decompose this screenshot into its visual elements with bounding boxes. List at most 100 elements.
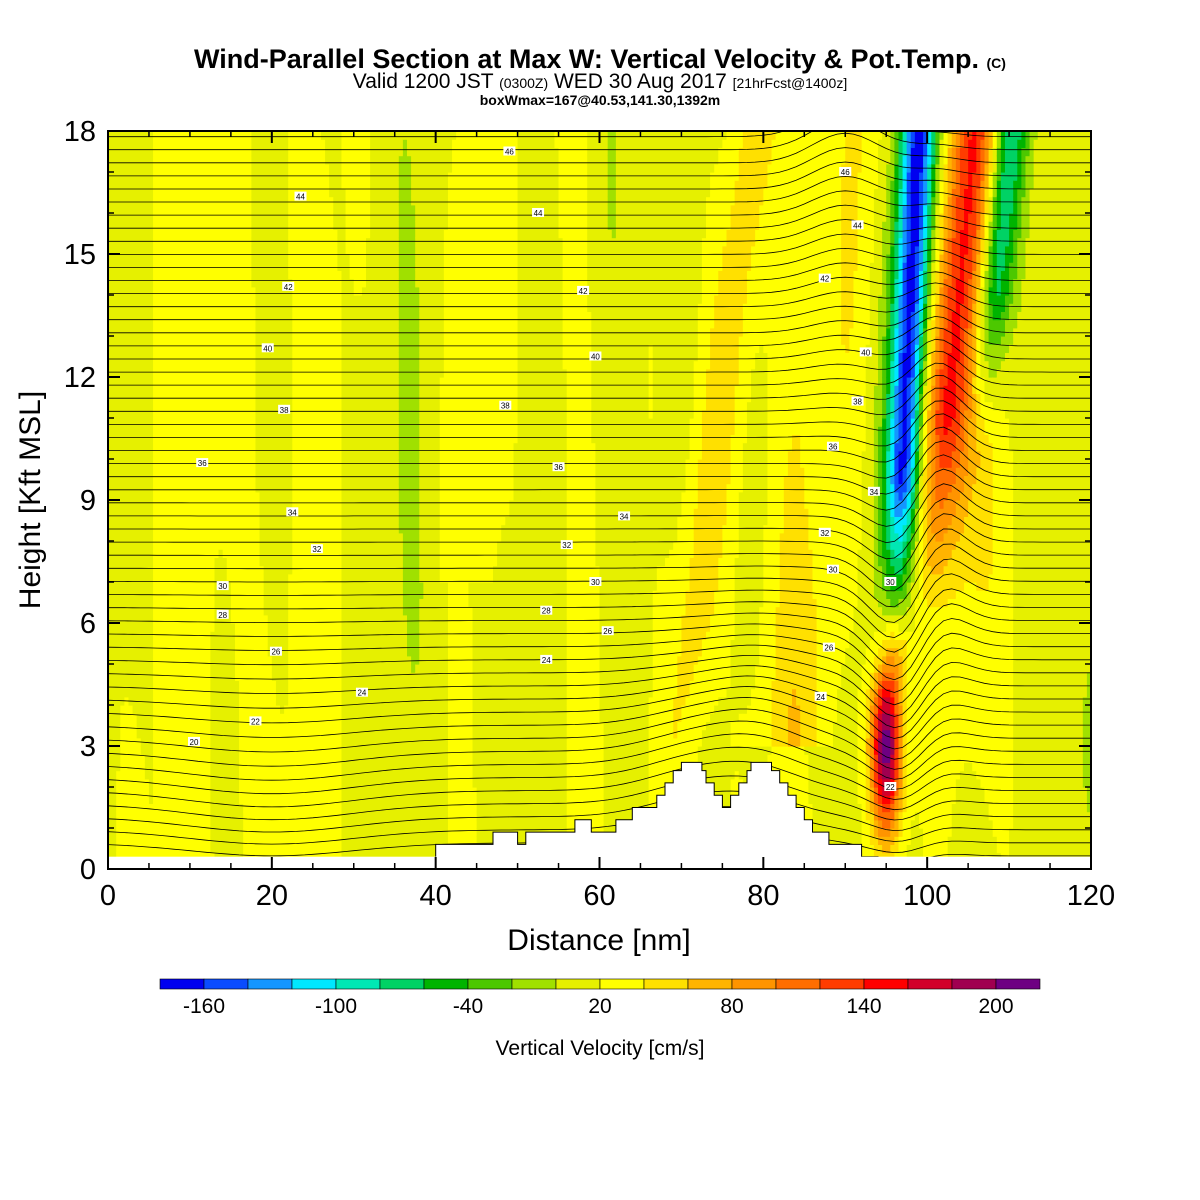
velocity-field bbox=[108, 131, 1091, 869]
isentrope-label: 42 bbox=[579, 287, 588, 296]
isentrope-line bbox=[108, 271, 1091, 294]
isentrope-line bbox=[108, 686, 1091, 750]
isentrope-label: 22 bbox=[251, 717, 260, 726]
isentrope-label: 24 bbox=[542, 656, 551, 665]
isentrope-line bbox=[108, 90, 1091, 124]
isentrope-line bbox=[108, 543, 1091, 608]
colorbar-swatch bbox=[599, 978, 645, 990]
isentrope-label-bg bbox=[503, 146, 516, 156]
colorbar-tick-label: 140 bbox=[846, 995, 881, 1018]
isentrope-line bbox=[108, 618, 1091, 681]
colorbar-swatch bbox=[379, 978, 425, 990]
isentrope-label: 24 bbox=[357, 689, 366, 698]
colorbar-swatch bbox=[731, 978, 777, 990]
colorbar-tick-label: 20 bbox=[588, 995, 611, 1018]
isentrope-label: 44 bbox=[296, 193, 305, 202]
isentrope-line bbox=[108, 498, 1091, 560]
isentrope-label-bg bbox=[826, 441, 839, 451]
isentrope-line bbox=[108, 293, 1091, 321]
isentrope-line bbox=[108, 454, 1091, 511]
colorbar-swatch bbox=[951, 978, 997, 990]
forecast-info: [21hrFcst@1400z] bbox=[733, 75, 848, 91]
isentrope-label: 28 bbox=[218, 611, 227, 620]
x-tick-label: 60 bbox=[583, 880, 615, 912]
isentrope-line bbox=[108, 204, 1091, 229]
isentrope-line bbox=[108, 400, 1091, 447]
isentrope-line bbox=[108, 665, 1091, 729]
isentrope-label: 30 bbox=[591, 578, 600, 587]
isentrope-label-bg bbox=[859, 347, 872, 357]
isentrope-label: 34 bbox=[869, 488, 878, 497]
isentrope-line bbox=[108, 175, 1091, 203]
isentrope-label: 24 bbox=[816, 693, 825, 702]
colorbar-swatch bbox=[511, 978, 557, 990]
isentrope-label-bg bbox=[826, 564, 839, 574]
isentrope-label-bg bbox=[269, 646, 282, 656]
isentrope-line bbox=[108, 440, 1091, 495]
isentrope-label-bg bbox=[196, 458, 209, 468]
y-tick-label: 0 bbox=[80, 854, 96, 886]
copyright-mark: (C) bbox=[987, 55, 1006, 71]
isentrope-line bbox=[108, 426, 1091, 479]
isentrope-line bbox=[108, 644, 1091, 706]
y-axis-label: Height [Kft MSL] bbox=[14, 391, 47, 609]
x-tick-label: 0 bbox=[100, 880, 116, 912]
isentrope-line bbox=[108, 733, 1091, 790]
isentrope-label-bg bbox=[884, 782, 897, 791]
isentrope-label: 36 bbox=[198, 459, 207, 468]
colorbar-swatch bbox=[555, 978, 601, 990]
colorbar-swatch bbox=[907, 978, 953, 990]
colorbar-swatch bbox=[995, 978, 1041, 990]
colorbar-tick-label: 80 bbox=[720, 995, 743, 1018]
isentrope-line bbox=[108, 282, 1091, 308]
isentrope-line bbox=[108, 375, 1091, 416]
isentrope-label-bg bbox=[261, 343, 274, 353]
isentrope-label-bg bbox=[532, 208, 545, 217]
isentrope-label-bg bbox=[310, 544, 323, 554]
isentrope-line bbox=[108, 760, 1091, 811]
colorbar-swatch bbox=[775, 978, 821, 990]
isentrope-line bbox=[108, 190, 1091, 216]
isentrope-line bbox=[108, 708, 1091, 770]
isentrope-label-bg bbox=[851, 396, 864, 406]
isentrope-line bbox=[108, 603, 1091, 667]
y-tick-label: 15 bbox=[64, 239, 96, 271]
valid-utc: (0300Z) bbox=[499, 75, 548, 91]
isentrope-line bbox=[108, 573, 1091, 639]
isentrope-label: 46 bbox=[841, 168, 850, 177]
isentrope-line bbox=[108, 350, 1091, 386]
y-tick-label: 6 bbox=[80, 608, 96, 640]
valid-date: WED 30 Aug 2017 bbox=[554, 70, 727, 93]
isentrope-label: 38 bbox=[853, 398, 862, 407]
colorbar-swatch bbox=[467, 978, 513, 990]
isentrope-line bbox=[108, 655, 1091, 717]
isentrope-line bbox=[108, 483, 1091, 544]
isentrope-label: 34 bbox=[620, 512, 629, 521]
isentrope-line bbox=[108, 387, 1091, 431]
isentrope-label-bg bbox=[216, 581, 229, 591]
isentrope-line bbox=[108, 588, 1091, 653]
isentrope-label: 26 bbox=[824, 644, 833, 653]
isentrope-labels: 46 44 44 46 44 42 42 42 40 40 40 38 38 38 36 36 36 34 34 34… bbox=[188, 146, 897, 792]
isentrope-label: 26 bbox=[271, 648, 280, 657]
isentrope-line bbox=[108, 132, 1091, 164]
isentrope-label: 34 bbox=[288, 508, 297, 517]
chart-title: Wind-Parallel Section at Max W: Vertical… bbox=[0, 44, 1200, 75]
isentrope-label-bg bbox=[839, 167, 852, 176]
colorbar-swatch bbox=[423, 978, 469, 990]
isentrope-label-bg bbox=[282, 281, 295, 291]
x-tick-label: 100 bbox=[903, 880, 951, 912]
x-tick-label: 40 bbox=[420, 880, 452, 912]
isentrope-label-bg bbox=[560, 540, 573, 550]
isentrope-label-bg bbox=[589, 351, 602, 361]
isentrope-label-bg bbox=[851, 220, 864, 230]
isentrope-label-bg bbox=[188, 736, 201, 746]
box-max-info: boxWmax=167@40.53,141.30,1392m bbox=[0, 92, 1200, 108]
isentrope-line bbox=[108, 675, 1091, 739]
y-tick-label: 18 bbox=[64, 116, 96, 148]
isentrope-label: 38 bbox=[501, 402, 510, 411]
x-axis: 0 20 40 60 80 100 120 bbox=[100, 131, 1115, 912]
colorbar-tick-label: -160 bbox=[183, 995, 225, 1018]
isentrope-line bbox=[108, 362, 1091, 400]
colorbar-swatch bbox=[335, 978, 381, 990]
